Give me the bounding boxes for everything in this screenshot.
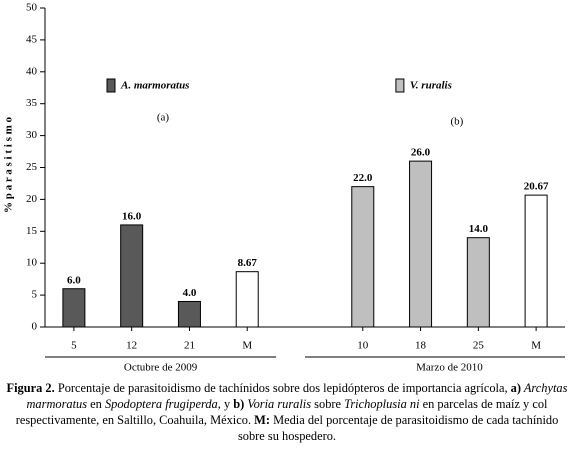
bar [351,186,375,328]
y-tick-label: 0 [32,321,38,333]
x-tick-label: 21 [184,340,195,352]
x-tick-label: 12 [126,340,137,352]
y-tick-label: 10 [26,257,38,269]
bar [120,224,144,328]
caption-run: Archytas marmoratus [26,381,568,411]
x-tick-label: 25 [473,340,485,352]
caption-run: Figura 2. [6,381,55,395]
group-label: Octubre de 2009 [124,362,198,374]
caption-run: , y [217,397,234,411]
caption-run: Media del porcentaje de parasitoidismo d… [237,413,559,443]
bar [524,194,548,328]
value-label: 16.0 [122,210,142,222]
legend-label: V. ruralis [410,80,452,92]
y-tick-label: 5 [32,289,38,301]
y-tick-label: 30 [26,129,38,141]
bar [466,237,490,328]
value-label: 26.0 [411,147,431,159]
caption-run: b) [233,397,245,411]
x-tick-label: 18 [415,340,427,352]
y-axis-title: % p a r a s i t i s m o [3,116,15,213]
value-label: 20.67 [524,181,549,193]
x-tick-label: M [242,340,252,352]
legend-swatch [106,78,116,93]
value-label: 4.0 [183,287,197,299]
caption-run: en [87,397,105,411]
bar [235,271,259,328]
annotation: (b) [450,116,463,128]
value-label: 14.0 [469,223,489,235]
value-label: 8.67 [238,257,258,269]
value-label: 22.0 [353,172,373,184]
legend-swatch [395,78,405,93]
caption-run: Voria ruralis [244,397,312,411]
caption-run: sobre [311,397,345,411]
bar [177,300,201,328]
caption-run: Spodoptera frugiperda [104,397,218,411]
x-tick-label: 5 [71,340,77,352]
caption-run: a) [510,381,521,395]
caption-run: Trichoplusia ni [344,397,420,411]
y-tick-label: 15 [26,225,38,237]
y-tick-label: 25 [26,161,38,173]
caption-run: Porcentaje de parasitoidismo de tachínid… [54,381,511,395]
x-tick-label: 10 [357,340,369,352]
group-label: Marzo de 2010 [416,362,483,374]
y-tick-label: 40 [26,65,38,77]
annotation: (a) [157,112,170,124]
y-tick-label: 45 [26,33,38,45]
bar [62,288,86,328]
value-label: 6.0 [67,274,81,286]
caption-run: M: [254,413,270,427]
legend-label: A. marmoratus [120,80,189,92]
y-tick-label: 35 [26,97,38,109]
chart: % p a r a s i t i s m o 0 5 10 15 20 25 30 35 40… [3,2,565,374]
y-tick-label: 50 [26,2,38,14]
caption-run: en parcelas de maíz y col respectivament… [15,397,548,427]
y-tick-label: 20 [26,193,38,205]
caption: Figura 2. Porcentaje de parasitoidismo d… [6,380,568,444]
bar [409,160,433,328]
x-tick-label: M [531,340,541,352]
